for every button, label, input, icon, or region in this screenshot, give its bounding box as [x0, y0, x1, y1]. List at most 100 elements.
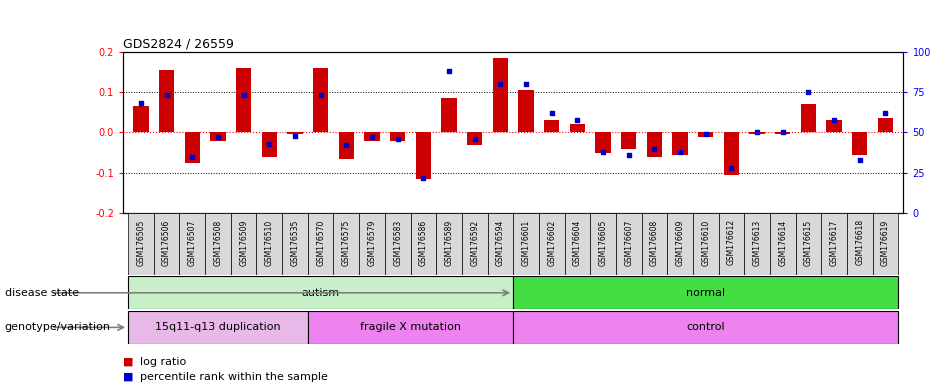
Point: [749, 129, 764, 136]
Bar: [847, 213, 872, 275]
Text: GSM176575: GSM176575: [342, 219, 351, 266]
Bar: [590, 213, 616, 275]
Point: [467, 136, 482, 142]
Text: GSM176608: GSM176608: [650, 219, 659, 265]
Point: [878, 110, 893, 116]
Bar: [442, 98, 457, 132]
Point: [569, 116, 585, 122]
Bar: [539, 213, 565, 275]
Text: percentile rank within the sample: percentile rank within the sample: [140, 372, 328, 382]
Bar: [616, 213, 641, 275]
Bar: [133, 106, 149, 132]
Text: GSM176610: GSM176610: [701, 219, 710, 265]
Text: normal: normal: [686, 288, 726, 298]
Bar: [852, 132, 867, 155]
Bar: [282, 213, 307, 275]
Text: GSM176579: GSM176579: [367, 219, 377, 266]
Bar: [569, 124, 585, 132]
Bar: [878, 118, 893, 132]
Text: GSM176609: GSM176609: [675, 219, 685, 266]
Text: GSM176605: GSM176605: [599, 219, 607, 266]
Text: 15q11-q13 duplication: 15q11-q13 duplication: [155, 322, 281, 333]
Text: control: control: [687, 322, 725, 333]
Bar: [493, 58, 508, 132]
Bar: [827, 121, 842, 132]
Text: disease state: disease state: [5, 288, 79, 298]
Point: [313, 92, 328, 98]
Text: GSM176509: GSM176509: [239, 219, 248, 266]
Bar: [513, 276, 899, 309]
Text: GSM176618: GSM176618: [855, 219, 865, 265]
Bar: [385, 213, 411, 275]
Bar: [467, 132, 482, 145]
Bar: [262, 132, 277, 157]
Bar: [698, 132, 713, 137]
Bar: [159, 70, 174, 132]
Bar: [745, 213, 770, 275]
Text: GSM176617: GSM176617: [830, 219, 838, 265]
Bar: [872, 213, 899, 275]
Text: GSM176589: GSM176589: [445, 219, 453, 265]
Bar: [411, 213, 436, 275]
Point: [724, 165, 739, 171]
Point: [262, 141, 277, 147]
Point: [647, 146, 662, 152]
Point: [493, 81, 508, 87]
Text: GDS2824 / 26559: GDS2824 / 26559: [123, 38, 234, 51]
Bar: [154, 213, 180, 275]
Text: fragile X mutation: fragile X mutation: [360, 322, 461, 333]
Bar: [641, 213, 667, 275]
Point: [827, 116, 842, 122]
Text: GSM176619: GSM176619: [881, 219, 890, 265]
Bar: [390, 132, 406, 141]
Bar: [128, 276, 513, 309]
Bar: [775, 132, 791, 134]
Text: GSM176604: GSM176604: [573, 219, 582, 266]
Bar: [692, 213, 719, 275]
Bar: [724, 132, 739, 175]
Bar: [436, 213, 462, 275]
Text: ■: ■: [123, 372, 137, 382]
Text: GSM176614: GSM176614: [779, 219, 787, 265]
Text: log ratio: log ratio: [140, 357, 186, 367]
Bar: [256, 213, 282, 275]
Bar: [210, 132, 226, 141]
Text: GSM176507: GSM176507: [188, 219, 197, 266]
Bar: [334, 213, 359, 275]
Point: [442, 68, 457, 74]
Bar: [770, 213, 796, 275]
Text: GSM176602: GSM176602: [547, 219, 556, 265]
Point: [801, 89, 816, 95]
Point: [364, 134, 379, 141]
Bar: [821, 213, 847, 275]
Bar: [339, 132, 354, 159]
Point: [518, 81, 534, 87]
Point: [673, 149, 688, 155]
Text: GSM176613: GSM176613: [753, 219, 762, 265]
Text: GSM176592: GSM176592: [470, 219, 480, 265]
Bar: [565, 213, 590, 275]
Point: [159, 92, 174, 98]
Bar: [184, 132, 200, 163]
Bar: [673, 132, 688, 155]
Point: [339, 142, 354, 149]
Bar: [595, 132, 611, 153]
Point: [698, 131, 713, 137]
Point: [544, 110, 559, 116]
Point: [210, 134, 225, 141]
Bar: [800, 104, 816, 132]
Bar: [518, 90, 534, 132]
Point: [236, 92, 252, 98]
Bar: [288, 132, 303, 134]
Bar: [719, 213, 745, 275]
Text: GSM176535: GSM176535: [290, 219, 300, 266]
Bar: [621, 132, 637, 149]
Bar: [647, 132, 662, 157]
Bar: [544, 121, 559, 132]
Bar: [236, 68, 252, 132]
Text: ■: ■: [123, 357, 137, 367]
Text: GSM176570: GSM176570: [316, 219, 325, 266]
Bar: [180, 213, 205, 275]
Text: GSM176615: GSM176615: [804, 219, 813, 265]
Bar: [796, 213, 821, 275]
